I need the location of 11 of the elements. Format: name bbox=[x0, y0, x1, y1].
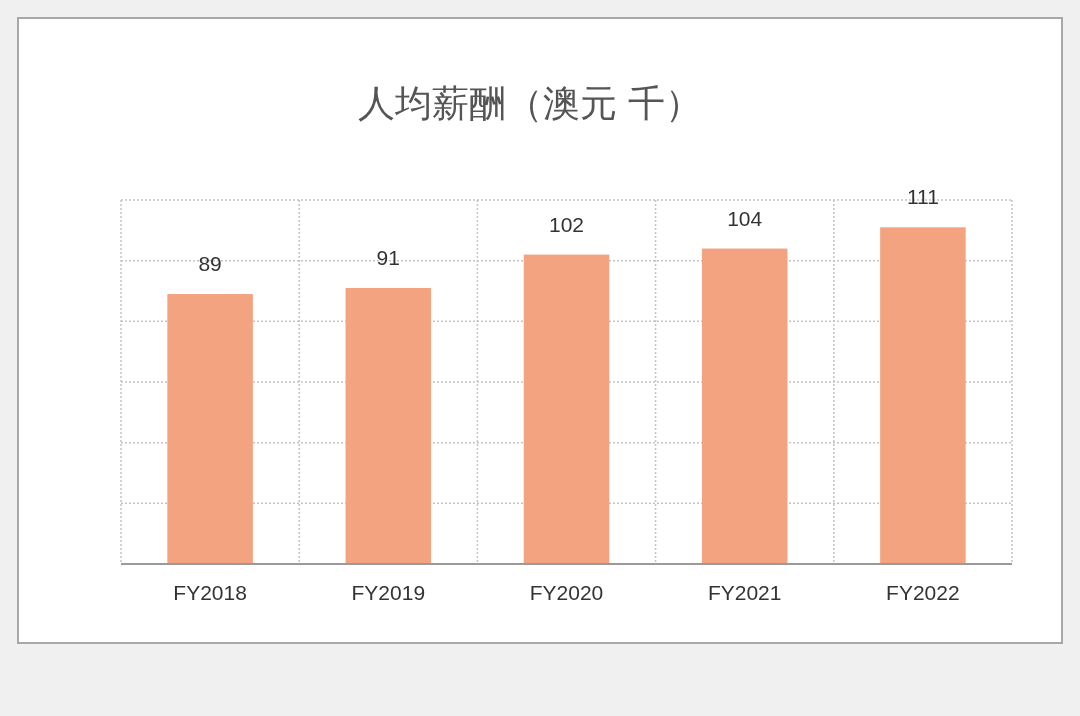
x-tick-label: FY2022 bbox=[886, 581, 960, 604]
x-tick-label: FY2020 bbox=[529, 581, 604, 604]
x-tick-label: FY2021 bbox=[707, 581, 782, 604]
data-label: 104 bbox=[727, 206, 763, 230]
x-tick-label: FY2018 bbox=[173, 581, 247, 604]
x-tick-label: FY2019 bbox=[351, 581, 426, 604]
data-label: 91 bbox=[376, 245, 400, 269]
data-label: 111 bbox=[906, 185, 939, 209]
title: 人均薪酬（澳元 千） bbox=[358, 83, 702, 124]
data-label: 89 bbox=[198, 252, 222, 276]
data-label: 102 bbox=[549, 212, 584, 236]
